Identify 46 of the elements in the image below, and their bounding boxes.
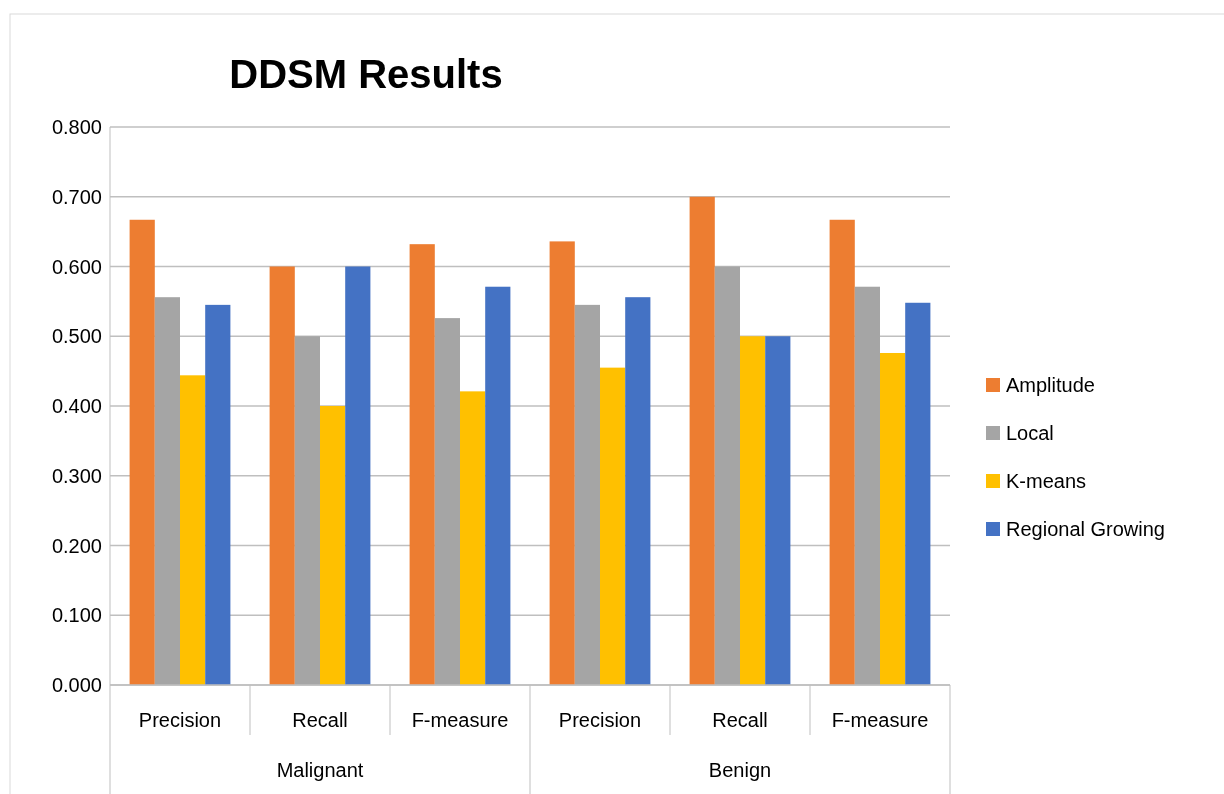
legend-label: Amplitude — [1006, 374, 1095, 396]
y-tick-label: 0.500 — [51, 325, 102, 348]
x-tick-label: F-measure — [411, 709, 509, 731]
bar — [600, 367, 626, 685]
bar — [294, 336, 320, 685]
bar — [485, 286, 511, 685]
bar — [854, 286, 880, 685]
y-tick-label: 0.600 — [51, 255, 102, 278]
bar — [905, 302, 931, 685]
bar — [829, 219, 855, 685]
bar — [180, 375, 206, 685]
bar — [205, 304, 231, 685]
y-tick-label: 0.300 — [51, 464, 102, 487]
y-tick-label: 0.100 — [51, 604, 102, 627]
x-tick-label: Recall — [292, 709, 348, 731]
y-tick-label: 0.200 — [51, 534, 102, 557]
bar — [345, 266, 371, 685]
y-tick-label: 0.700 — [51, 185, 102, 208]
bar — [409, 244, 435, 685]
bar — [460, 391, 486, 685]
legend-label: Regional Growing — [1006, 518, 1165, 540]
x-tick-label: Precision — [558, 709, 642, 731]
text: Benign — [708, 759, 772, 781]
y-tick-label: 0.400 — [51, 395, 102, 417]
bar — [434, 318, 460, 685]
bar — [625, 297, 651, 685]
bar — [740, 336, 766, 685]
bar — [880, 352, 906, 685]
text: Malignant — [276, 759, 364, 781]
legend-label: Local — [1006, 422, 1054, 444]
bar — [320, 406, 346, 685]
bar — [154, 297, 180, 685]
chart-title: DDSM Results — [229, 52, 503, 96]
x-tick-label: F-measure — [831, 709, 929, 731]
bar — [269, 266, 295, 685]
bar — [129, 219, 155, 685]
x-tick-label: Precision — [138, 709, 222, 731]
y-tick-label: 0.800 — [51, 116, 102, 138]
bar — [549, 241, 575, 685]
bar — [765, 336, 791, 685]
bar — [714, 266, 740, 685]
x-tick-label: Recall — [712, 709, 768, 731]
y-tick-label: 0.000 — [51, 674, 102, 696]
bar — [689, 196, 715, 685]
bar — [574, 304, 600, 685]
legend-label: K-means — [1006, 470, 1087, 492]
